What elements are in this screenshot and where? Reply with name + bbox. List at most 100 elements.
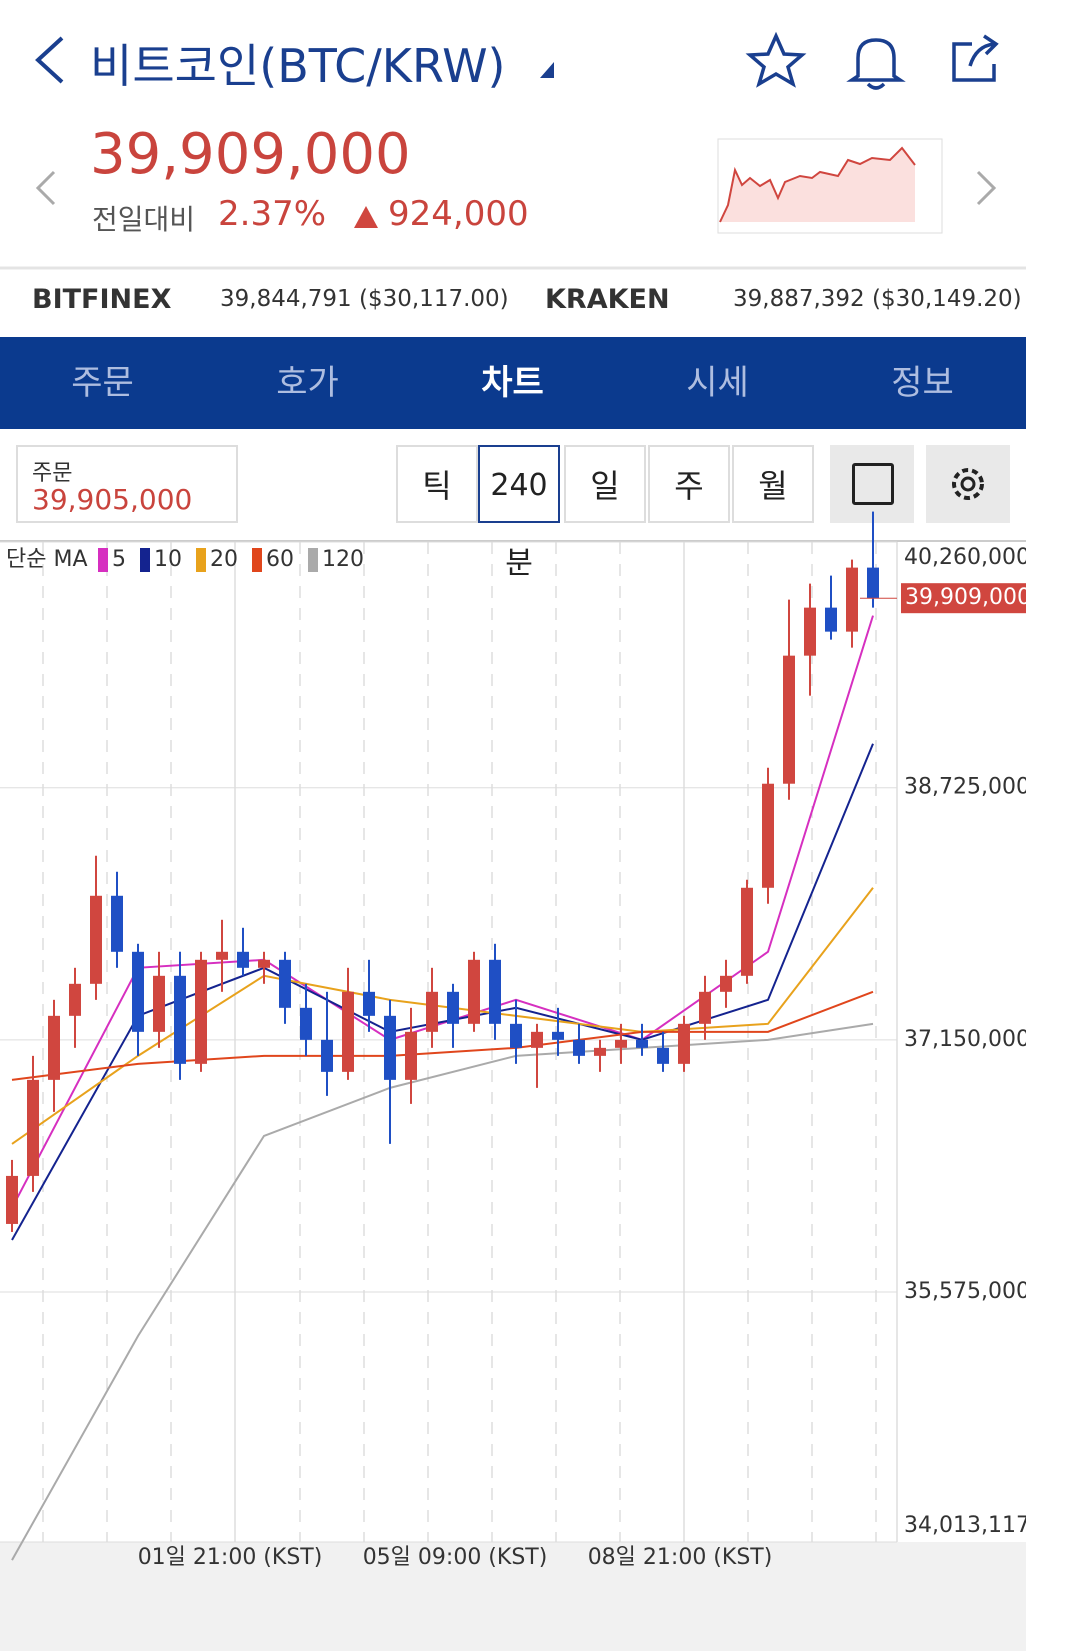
legend-swatch bbox=[98, 548, 108, 572]
exchange-price: 39,887,392 ($30,149.20) bbox=[733, 286, 1022, 312]
period[interactable]: 일 bbox=[564, 445, 646, 523]
up-triangle bbox=[354, 206, 378, 228]
candle-body bbox=[216, 951, 228, 960]
candle-body bbox=[594, 1047, 606, 1056]
exchange-price: 39,844,791 ($30,117.00) bbox=[220, 286, 509, 312]
bell-icon[interactable] bbox=[846, 38, 906, 90]
candle-body bbox=[531, 1031, 543, 1048]
legend-swatch bbox=[308, 548, 318, 572]
share-icon[interactable] bbox=[952, 34, 999, 82]
candle-body bbox=[384, 1015, 396, 1080]
price: 39,909,000 bbox=[90, 122, 411, 187]
back-icon[interactable] bbox=[35, 36, 64, 84]
y-tick-label: 34,013,117 bbox=[904, 1513, 1026, 1538]
order-price: 39,905,000 bbox=[32, 483, 193, 516]
candle-body bbox=[48, 1015, 60, 1080]
tab-active[interactable]: 차트 bbox=[481, 363, 544, 403]
order-label: 주문 bbox=[32, 461, 73, 486]
candle-body bbox=[657, 1047, 669, 1064]
tab[interactable]: 호가 bbox=[276, 363, 339, 403]
candle-body bbox=[90, 895, 102, 984]
candle-body bbox=[762, 783, 774, 888]
candle-body bbox=[153, 975, 165, 1032]
legend-label: 20 bbox=[210, 547, 238, 572]
candle-body bbox=[678, 1023, 690, 1064]
x-axis-bar bbox=[0, 1542, 1026, 1651]
candle-body bbox=[447, 991, 459, 1024]
candle-body bbox=[300, 1007, 312, 1040]
legend-label: 60 bbox=[266, 547, 294, 572]
legend-label: 10 bbox=[154, 547, 182, 572]
title[interactable]: 비트코인(BTC/KRW) bbox=[90, 39, 506, 93]
next-icon[interactable] bbox=[976, 170, 997, 206]
period[interactable]: 주 bbox=[648, 445, 730, 523]
candle-body bbox=[552, 1031, 564, 1040]
layout-button[interactable] bbox=[830, 445, 914, 523]
candle-body bbox=[132, 951, 144, 1032]
change-label: 전일대비 bbox=[92, 203, 196, 236]
settings-button[interactable] bbox=[926, 445, 1010, 523]
candle-body bbox=[510, 1023, 522, 1048]
candle-body bbox=[363, 991, 375, 1016]
tab[interactable]: 주문 bbox=[71, 363, 134, 403]
dropdown-icon[interactable] bbox=[540, 62, 554, 78]
x-tick-label: 05일 09:00 (KST) bbox=[363, 1545, 548, 1570]
ma-line bbox=[11, 1022, 874, 1561]
candle-body bbox=[69, 983, 81, 1016]
header-icons bbox=[0, 31, 1026, 270]
change-rate: 2.37% bbox=[218, 194, 327, 234]
order-box[interactable]: 주문 39,905,000 bbox=[16, 445, 238, 523]
current-price-label: 39,909,000 bbox=[905, 585, 1026, 610]
candle-body bbox=[867, 567, 879, 599]
candle-body bbox=[699, 991, 711, 1024]
sparkline bbox=[719, 146, 916, 223]
period-active[interactable]: 240분 bbox=[478, 445, 560, 581]
y-tick-label: 37,150,000 bbox=[904, 1027, 1026, 1052]
candle-body bbox=[174, 975, 186, 1064]
y-tick-label: 38,725,000 bbox=[904, 775, 1026, 800]
candle-body bbox=[636, 1039, 648, 1048]
y-tick-label: 40,260,000 bbox=[904, 545, 1026, 570]
candle-body bbox=[573, 1039, 585, 1056]
candle-body bbox=[321, 1039, 333, 1072]
candle-body bbox=[405, 1031, 417, 1080]
candle-body bbox=[804, 607, 816, 656]
period[interactable]: 틱 bbox=[396, 445, 478, 523]
candle-body bbox=[258, 959, 270, 968]
gear-icon bbox=[952, 468, 984, 500]
exchange-name: KRAKEN bbox=[545, 284, 670, 315]
candle-body bbox=[825, 607, 837, 632]
x-tick-label: 08일 21:00 (KST) bbox=[588, 1545, 773, 1570]
candle-body bbox=[342, 991, 354, 1072]
candle-body bbox=[6, 1175, 18, 1224]
candle-body bbox=[27, 1079, 39, 1176]
ma-line bbox=[11, 990, 874, 1081]
legend-swatch bbox=[196, 548, 206, 572]
legend-swatch bbox=[140, 548, 150, 572]
current-price-tag bbox=[901, 583, 1026, 614]
candle-body bbox=[720, 975, 732, 992]
candle-body bbox=[846, 567, 858, 632]
sparkline-area bbox=[720, 148, 915, 222]
candle-body bbox=[279, 959, 291, 1008]
legend-label: 120 bbox=[322, 547, 364, 572]
prev-icon[interactable] bbox=[35, 170, 56, 206]
legend-title: 단순 MA bbox=[6, 547, 88, 572]
candle-body bbox=[468, 959, 480, 1024]
candle-body bbox=[426, 991, 438, 1032]
y-tick-label: 35,575,000 bbox=[904, 1279, 1026, 1304]
period[interactable]: 월 bbox=[732, 445, 814, 523]
exchange-name: BITFINEX bbox=[32, 284, 172, 315]
change-amount: 924,000 bbox=[388, 194, 529, 234]
candle-body bbox=[615, 1039, 627, 1048]
tab-bar: 주문 호가 차트 시세 정보 bbox=[0, 337, 1026, 429]
legend-swatch bbox=[252, 548, 262, 572]
star-icon[interactable] bbox=[745, 31, 807, 88]
tab[interactable]: 정보 bbox=[891, 363, 954, 403]
legend-label: 5 bbox=[112, 547, 126, 572]
candle-body bbox=[489, 959, 501, 1024]
tab[interactable]: 시세 bbox=[686, 363, 749, 403]
candle-body bbox=[783, 655, 795, 784]
screen: 비트코인(BTC/KRW) 39,909,000 전일대비 2.37% 924,… bbox=[0, 31, 1026, 1651]
chart: 단순 MA 40,260,000 38,725,000 37,150,000 35,5… bbox=[0, 511, 1026, 1651]
